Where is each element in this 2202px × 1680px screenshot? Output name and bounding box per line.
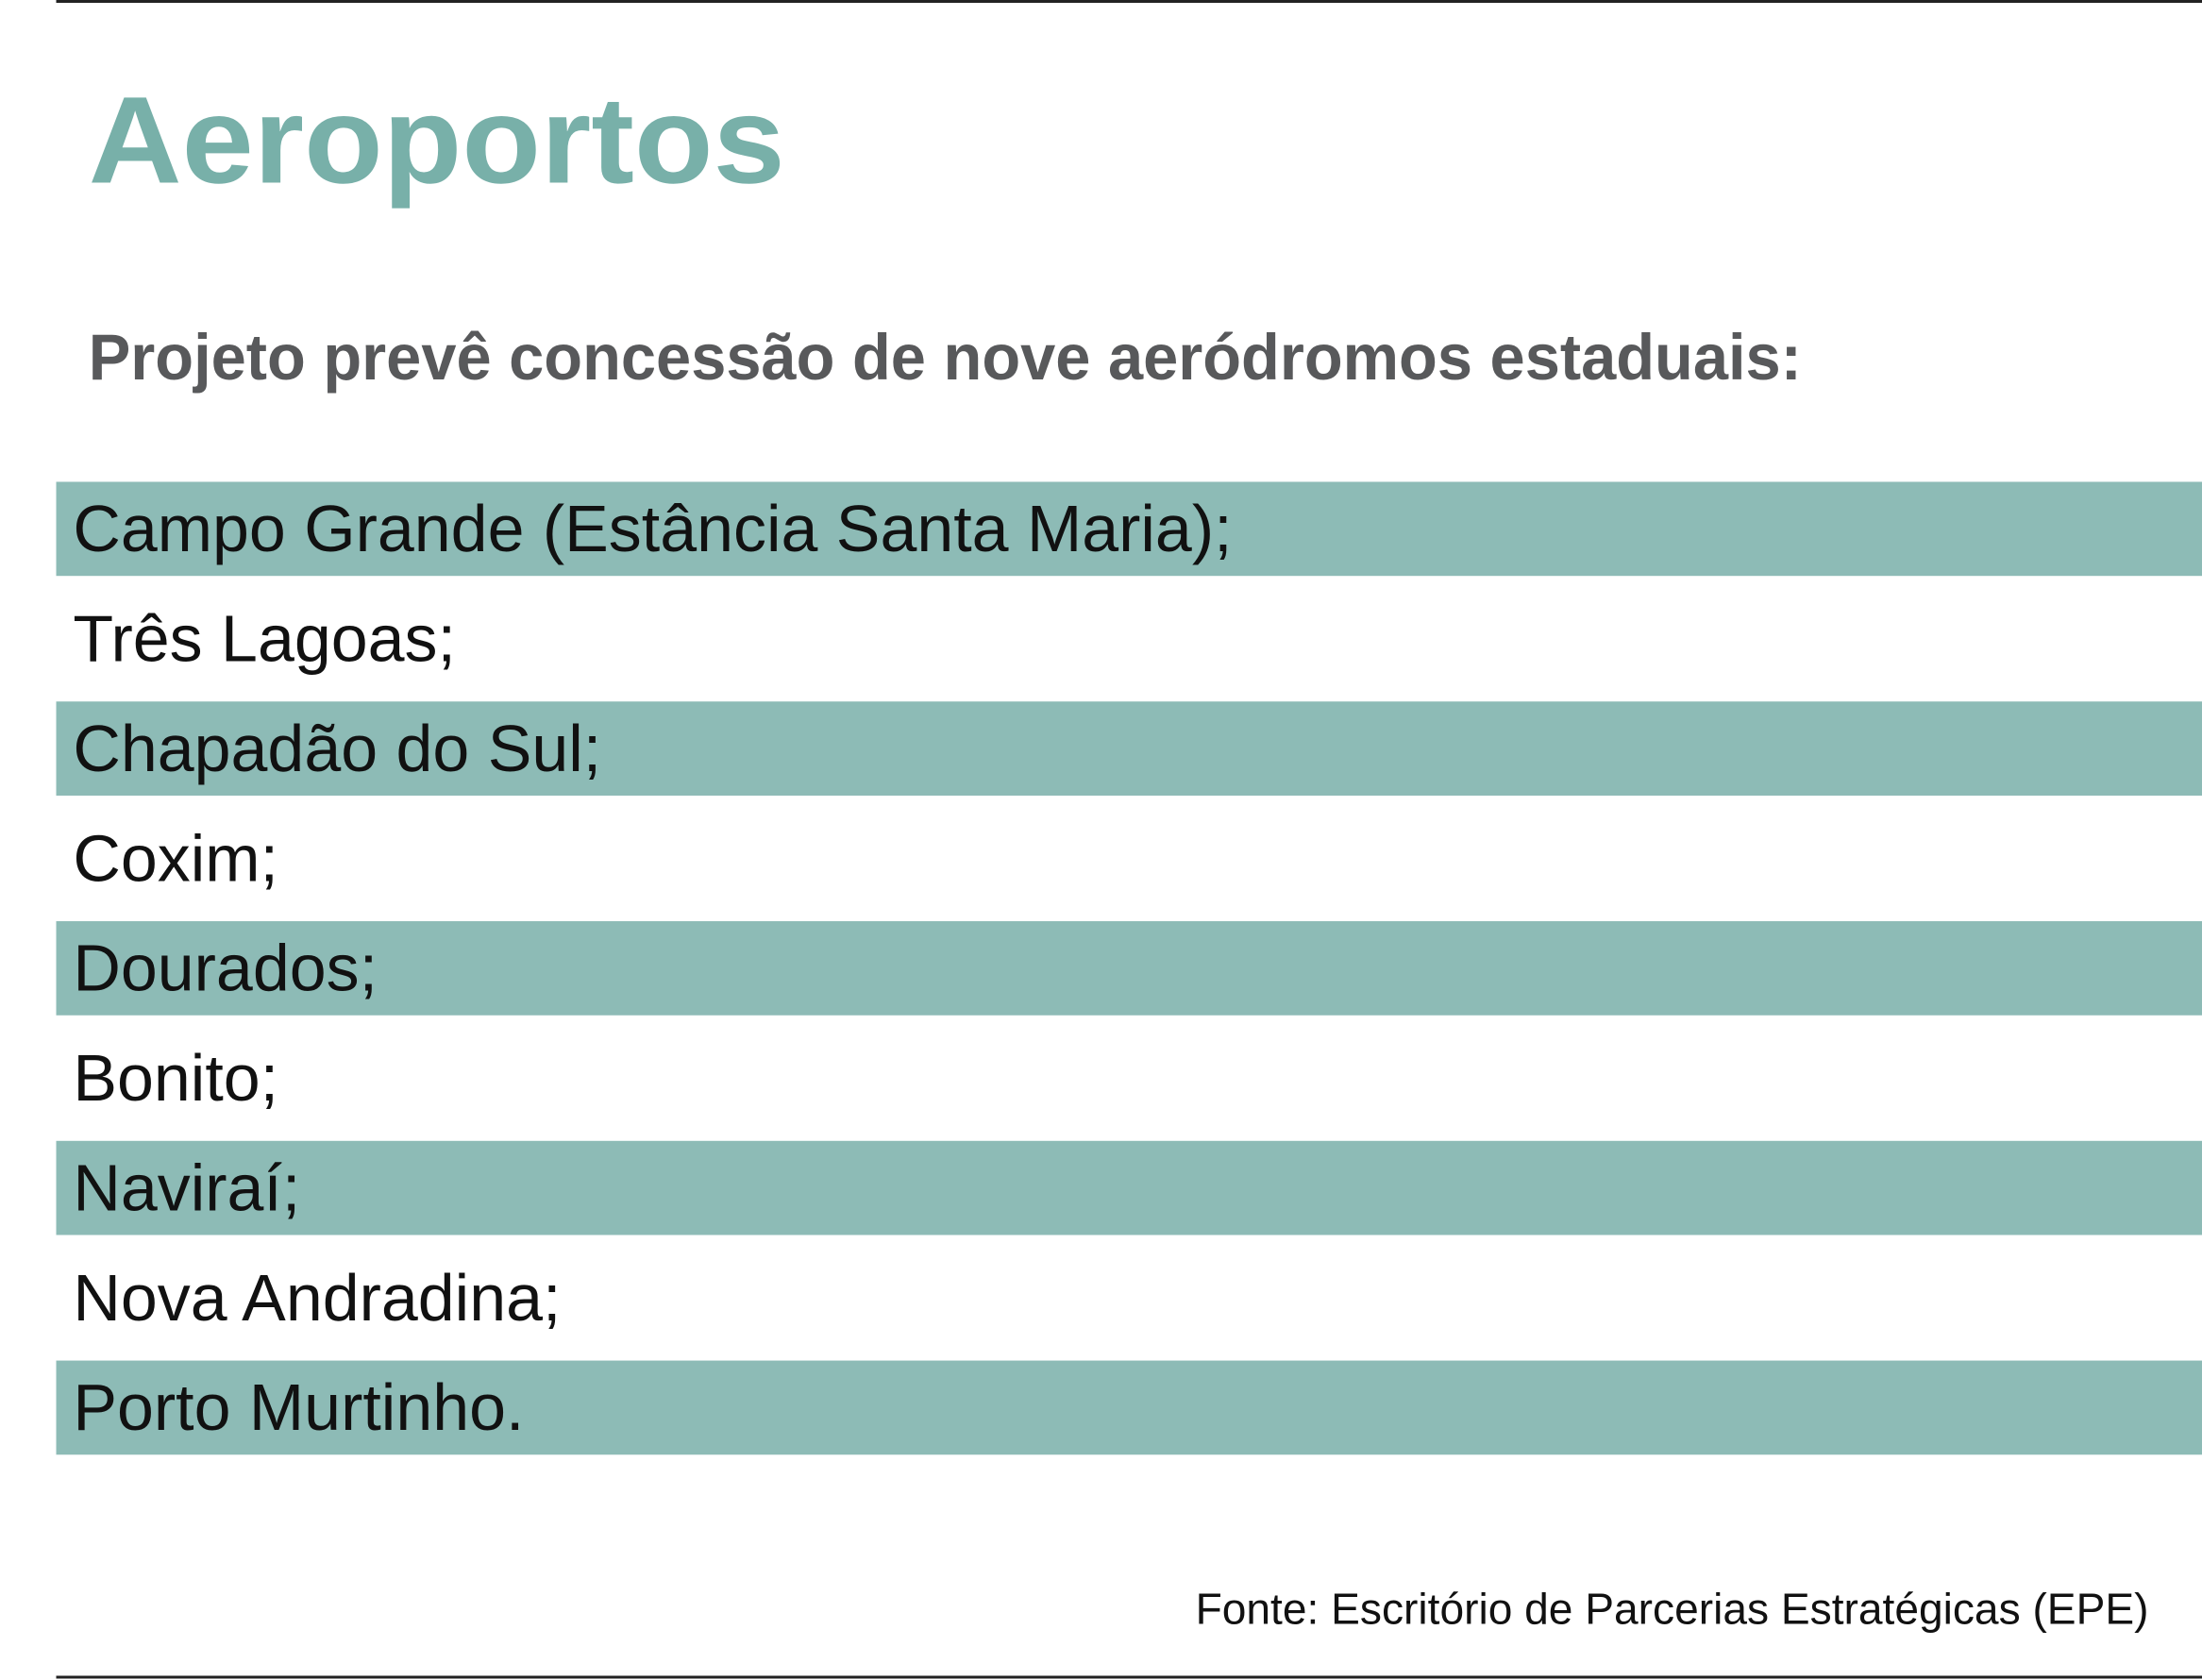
row-stripe	[56, 481, 2202, 577]
row-stripe	[56, 701, 2202, 796]
airport-item: Três Lagoas;	[73, 602, 456, 676]
airport-item: Chapadão do Sul;	[73, 712, 601, 785]
airport-item: Dourados;	[73, 932, 378, 1005]
title: Aeroportos	[89, 70, 785, 209]
subtitle: Projeto prevê concessão de nove aeródrom…	[89, 321, 1802, 394]
row-stripe	[56, 921, 2202, 1016]
airport-item: Bonito;	[73, 1041, 278, 1115]
row-stripe	[56, 1360, 2202, 1455]
row-stripe	[56, 1140, 2202, 1235]
airport-list: Campo Grande (Estância Santa Maria); Três…	[56, 481, 2202, 1455]
airport-item: Coxim;	[73, 821, 278, 895]
airport-item: Campo Grande (Estância Santa Maria);	[73, 492, 1232, 565]
source: Fonte: Escritório de Parcerias Estratégi…	[1196, 1584, 2149, 1633]
airport-item: Naviraí;	[73, 1151, 300, 1224]
airport-item: Porto Murtinho.	[73, 1370, 524, 1444]
airport-item: Nova Andradina;	[73, 1261, 561, 1335]
